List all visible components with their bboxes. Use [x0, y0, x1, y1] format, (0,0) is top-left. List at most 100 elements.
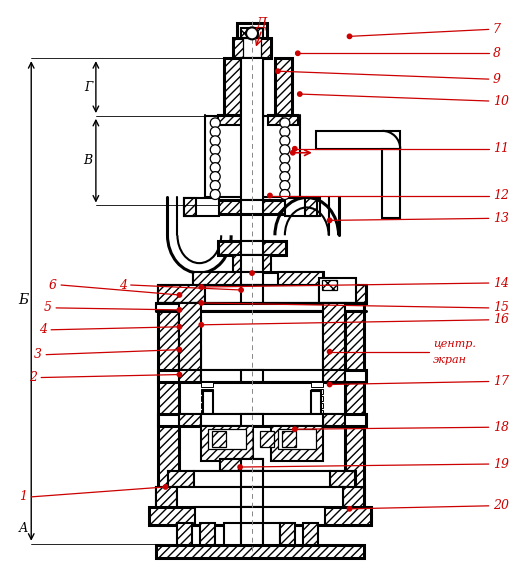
Bar	[224, 58, 241, 118]
Circle shape	[280, 144, 290, 155]
Circle shape	[177, 325, 181, 329]
Bar	[195, 507, 325, 525]
Bar	[311, 403, 323, 408]
Text: 6: 6	[49, 279, 57, 291]
Circle shape	[199, 301, 204, 305]
Bar	[194, 471, 330, 489]
Bar	[185, 198, 219, 216]
Circle shape	[291, 150, 295, 155]
Bar	[323, 414, 344, 426]
Bar	[201, 383, 213, 387]
Circle shape	[177, 307, 181, 312]
Bar	[203, 391, 213, 417]
Bar	[156, 487, 177, 509]
Circle shape	[327, 382, 332, 387]
Bar	[241, 115, 263, 125]
Bar	[241, 201, 263, 214]
Circle shape	[293, 427, 297, 431]
Bar	[263, 523, 280, 547]
Text: 14: 14	[493, 276, 509, 290]
Circle shape	[280, 180, 290, 191]
Bar	[200, 523, 215, 547]
Circle shape	[327, 218, 332, 223]
Text: экран: экран	[433, 355, 467, 365]
Bar	[220, 459, 262, 471]
Bar	[323, 346, 344, 368]
Bar	[318, 285, 367, 303]
Text: 12: 12	[493, 189, 509, 202]
Text: 19: 19	[493, 458, 509, 470]
Bar	[343, 487, 364, 509]
Bar	[322, 280, 337, 290]
Text: 18: 18	[493, 421, 509, 434]
Bar	[241, 58, 263, 118]
Bar	[218, 201, 286, 214]
Bar	[275, 58, 292, 118]
Bar	[201, 410, 213, 416]
Bar	[185, 198, 196, 216]
Bar	[260, 431, 274, 447]
Circle shape	[199, 285, 204, 289]
Bar	[169, 471, 356, 489]
Bar	[148, 507, 371, 525]
Text: 10: 10	[493, 95, 509, 108]
Bar	[218, 241, 286, 255]
Text: 4: 4	[119, 279, 127, 291]
Bar	[311, 391, 321, 417]
Text: 15: 15	[493, 301, 509, 314]
Text: Д: Д	[255, 16, 266, 31]
Bar	[323, 318, 344, 340]
Bar	[233, 38, 271, 58]
Circle shape	[276, 69, 280, 73]
Circle shape	[298, 92, 302, 97]
Bar	[193, 272, 323, 287]
Text: 1: 1	[19, 490, 27, 503]
Bar	[177, 523, 192, 547]
Text: 20: 20	[493, 499, 509, 512]
Bar	[179, 303, 201, 373]
Bar	[208, 429, 246, 449]
Bar	[241, 255, 263, 275]
Bar	[179, 318, 201, 340]
Bar	[169, 471, 194, 489]
Bar	[218, 115, 248, 125]
Bar	[237, 24, 267, 38]
Circle shape	[210, 136, 220, 146]
Bar	[323, 303, 344, 373]
Bar	[201, 390, 213, 394]
Bar	[205, 198, 302, 205]
Bar	[158, 303, 179, 492]
Circle shape	[210, 180, 220, 191]
Bar	[241, 28, 263, 38]
Bar	[177, 487, 343, 509]
Bar	[201, 403, 213, 408]
Text: Г: Г	[84, 80, 92, 94]
Circle shape	[239, 288, 244, 292]
Text: 7: 7	[493, 23, 501, 36]
Bar	[241, 58, 263, 277]
Text: 4: 4	[39, 323, 47, 336]
Circle shape	[177, 293, 181, 297]
Bar	[158, 414, 367, 426]
Bar	[330, 471, 356, 489]
Text: 11: 11	[493, 142, 509, 155]
Bar	[241, 369, 263, 381]
Text: центр.: центр.	[433, 339, 476, 349]
Bar	[337, 487, 348, 495]
Circle shape	[327, 350, 332, 354]
Circle shape	[210, 172, 220, 181]
Bar	[179, 369, 201, 381]
Circle shape	[293, 147, 297, 151]
Text: В: В	[83, 154, 93, 167]
Bar	[311, 390, 323, 394]
Bar	[241, 241, 263, 255]
Circle shape	[280, 127, 290, 137]
Text: 2: 2	[29, 371, 37, 384]
Bar	[233, 255, 251, 275]
Circle shape	[268, 193, 272, 198]
Bar	[156, 303, 364, 311]
Circle shape	[210, 118, 220, 128]
Bar	[311, 397, 323, 401]
Bar	[158, 369, 367, 381]
Text: А: А	[19, 522, 28, 535]
